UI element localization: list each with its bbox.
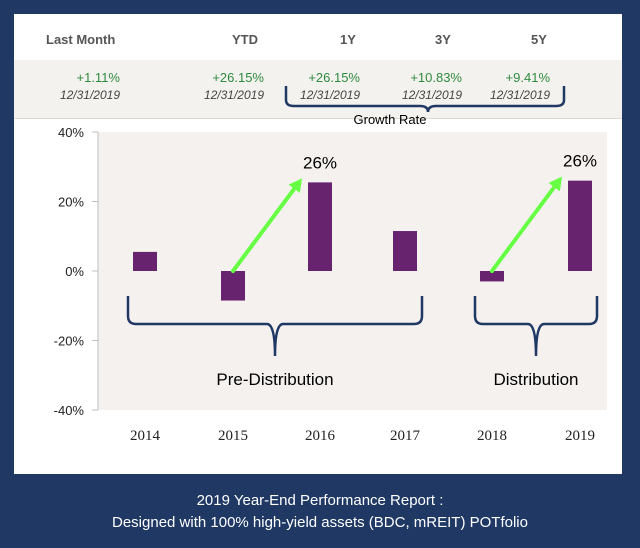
y-tick-label: 40% [58, 125, 84, 140]
x-tick-label: 2017 [390, 428, 421, 444]
plot-area [98, 132, 607, 410]
value-5y: +9.41% [505, 70, 550, 85]
bar-2019 [568, 180, 592, 271]
annotation-label-2: 26% [563, 152, 597, 171]
value-3y: +10.83% [410, 70, 462, 85]
returns-values-row: +1.11% 12/31/2019 +26.15% 12/31/2019 +26… [14, 60, 622, 119]
caption-line-2: Designed with 100% high-yield assets (BD… [112, 514, 528, 531]
bar-2016 [308, 182, 332, 271]
y-tick-label: -40% [54, 403, 85, 418]
bar-chart: Growth Rate -40% -20% 0% 20% 40% 2014 2015 2016… [54, 86, 607, 444]
annotation-label-1: 26% [303, 153, 337, 172]
caption-line-1: 2019 Year-End Performance Report : [196, 492, 444, 509]
growth-arrow-head-1 [288, 178, 302, 193]
value-last-month: +1.11% [76, 70, 121, 85]
date-last-month: 12/31/2019 [59, 88, 120, 102]
header-1y: 1Y [340, 32, 356, 47]
bar-2015 [221, 271, 245, 301]
group-label-2: Distribution [493, 370, 578, 389]
date-3y: 12/31/2019 [401, 88, 462, 102]
growth-rate-label: Growth Rate [354, 112, 427, 127]
report-caption: 2019 Year-End Performance Report : Desig… [0, 490, 640, 534]
group-bracket-1 [126, 296, 424, 357]
bar-2018 [480, 271, 504, 282]
growth-rate-bracket [284, 86, 566, 113]
bar-2014 [133, 251, 157, 271]
x-tick-label: 2015 [218, 428, 248, 444]
growth-arrow-1 [231, 186, 297, 273]
x-tick-label: 2014 [130, 428, 161, 444]
header-3y: 3Y [435, 32, 451, 47]
growth-arrow-2 [490, 185, 557, 273]
header-5y: 5Y [531, 32, 547, 47]
growth-arrow-head-2 [548, 176, 562, 192]
bar-2017 [393, 231, 417, 271]
x-tick-label: 2018 [477, 428, 507, 444]
y-tick-label: 0% [65, 264, 84, 279]
returns-header-row: Last Month YTD 1Y 3Y 5Y [14, 14, 622, 61]
header-ytd: YTD [232, 32, 258, 47]
date-ytd: 12/31/2019 [203, 88, 264, 102]
group-bracket-2 [473, 296, 599, 357]
date-1y: 12/31/2019 [299, 88, 360, 102]
date-5y: 12/31/2019 [489, 88, 550, 102]
y-tick-label: 20% [58, 195, 84, 210]
header-last-month: Last Month [46, 32, 116, 47]
x-tick-label: 2019 [565, 428, 595, 444]
group-label-1: Pre-Distribution [216, 370, 333, 389]
x-tick-label: 2016 [305, 428, 336, 444]
y-tick-label: -20% [54, 334, 85, 349]
value-1y: +26.15% [308, 70, 360, 85]
value-ytd: +26.15% [212, 70, 264, 85]
